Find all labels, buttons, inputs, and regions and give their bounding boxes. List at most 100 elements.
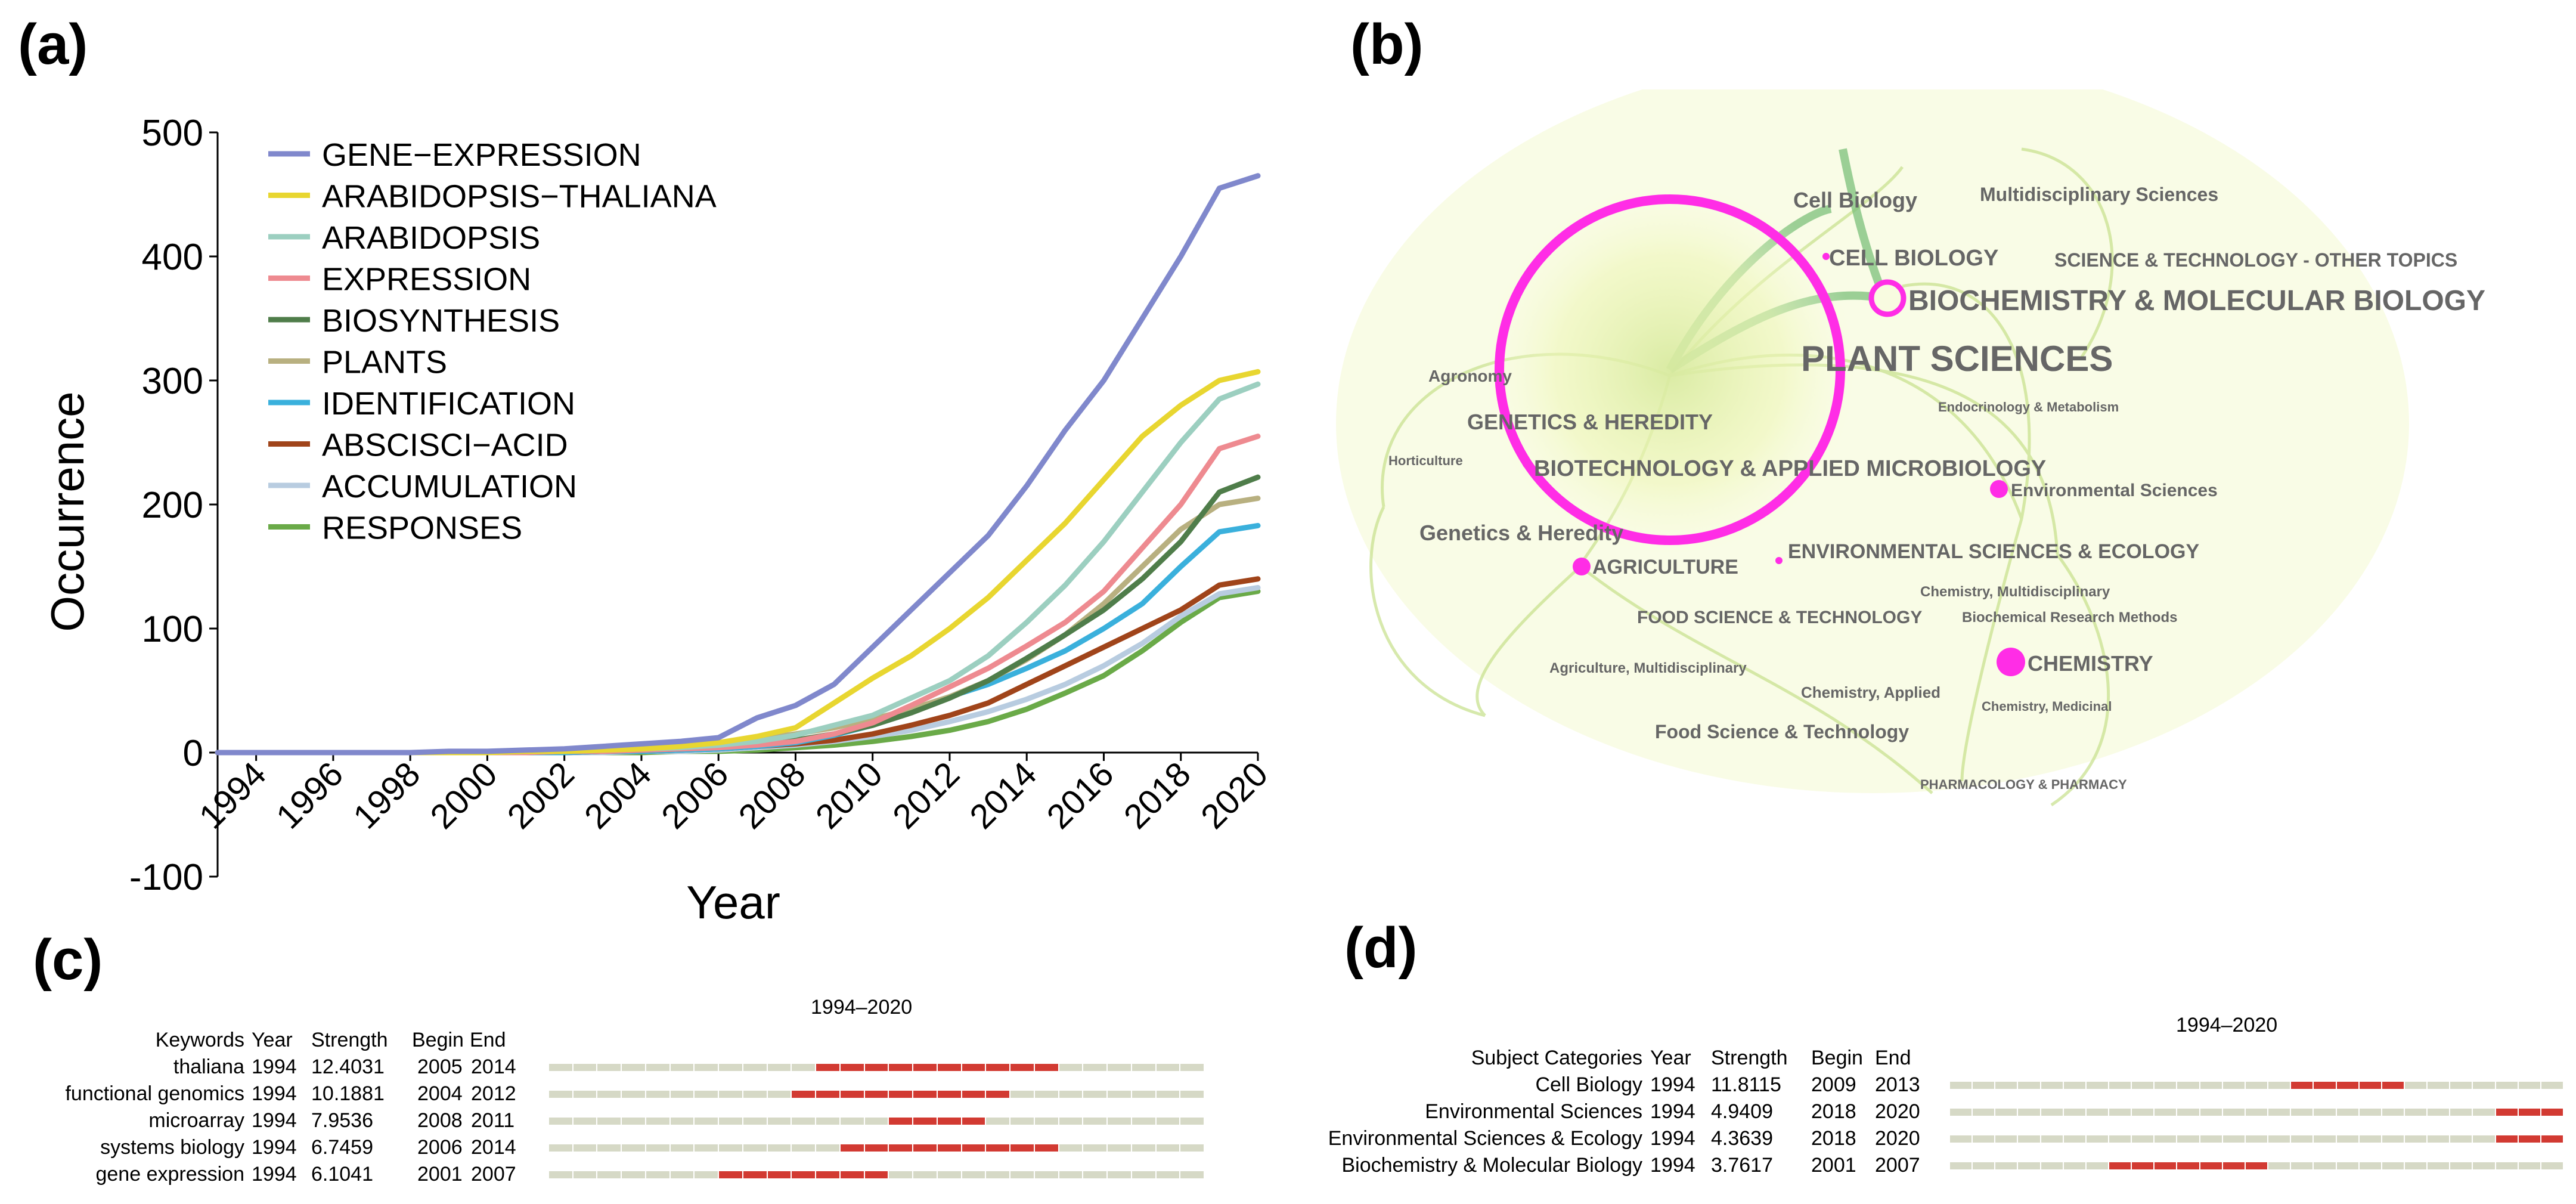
x-axis-label: Year — [686, 876, 780, 928]
timeline-segment — [1083, 1144, 1107, 1152]
timeline-segment — [2200, 1109, 2222, 1116]
timeline-segment — [1034, 1171, 1058, 1178]
chart-axes: -100 0 100 200 300 400 500 19941996199820002002… — [129, 113, 1275, 898]
burst-segment — [816, 1171, 839, 1178]
timeline-segment — [2200, 1082, 2222, 1089]
timeline-segment — [986, 1171, 1010, 1178]
subject-category-burst-table: 1994–2020 Subject Categories Year Streng… — [1234, 984, 2569, 1193]
x-tick-label: 2018 — [1117, 754, 1198, 836]
column-header: Strength — [311, 1029, 388, 1051]
cell-strength: 12.4031 — [311, 1056, 385, 1078]
timeline-segment — [792, 1118, 816, 1125]
cell-begin: 2008 — [417, 1109, 463, 1132]
timeline-segment — [670, 1118, 694, 1125]
timeline-segment — [1083, 1064, 1107, 1071]
burst-segment — [1010, 1064, 1034, 1071]
timeline-segment — [2404, 1135, 2427, 1143]
burst-timeline — [1949, 1135, 2563, 1143]
timeline-segment — [1156, 1091, 1180, 1098]
burst-segment — [719, 1171, 742, 1178]
timeline-segment — [2177, 1109, 2199, 1116]
timeline-segment — [670, 1171, 694, 1178]
timeline-segment — [2336, 1109, 2358, 1116]
burst-segment — [2132, 1162, 2154, 1169]
timeline-segment — [962, 1171, 985, 1178]
timeline-segment — [767, 1118, 791, 1125]
timeline-segment — [816, 1144, 839, 1152]
timeline-segment — [646, 1118, 669, 1125]
timeline-segment — [2450, 1082, 2472, 1089]
node-label: Agronomy — [1428, 367, 1512, 385]
timeline-segment — [2063, 1162, 2085, 1169]
timeline-segment — [597, 1091, 621, 1098]
timeline-segment — [549, 1144, 572, 1152]
timeline-segment — [2063, 1109, 2085, 1116]
timeline-segment — [840, 1118, 864, 1125]
burst-timeline — [1949, 1109, 2563, 1116]
timeline-segment — [2177, 1082, 2199, 1089]
timeline-segment — [1010, 1118, 1034, 1125]
period-label: 1994–2020 — [2176, 1014, 2278, 1036]
cell-strength: 6.1041 — [311, 1163, 373, 1186]
timeline-segment — [646, 1171, 669, 1178]
timeline-segment — [1973, 1082, 1995, 1089]
cell-strength: 4.3639 — [1711, 1127, 1773, 1150]
burst-timeline — [548, 1091, 1204, 1098]
burst-segment — [962, 1091, 985, 1098]
timeline-segment — [1108, 1171, 1131, 1178]
timeline-segment — [1950, 1135, 1972, 1143]
node-label: Biochemical Research Methods — [1962, 609, 2177, 626]
legend-label: ABSCISCI−ACID — [322, 428, 568, 463]
timeline-segment — [1059, 1091, 1083, 1098]
timeline-segment — [1010, 1171, 1034, 1178]
column-header: Begin — [412, 1029, 464, 1051]
timeline-segment — [1108, 1118, 1131, 1125]
y-tick-label: 400 — [142, 237, 203, 278]
timeline-segment — [2086, 1162, 2109, 1169]
cell-begin: 2004 — [417, 1082, 463, 1105]
timeline-segment — [2041, 1162, 2063, 1169]
timeline-segment — [2086, 1082, 2109, 1089]
timeline-segment — [1995, 1162, 2017, 1169]
burst-segment — [913, 1064, 937, 1071]
burst-segment — [2359, 1082, 2381, 1089]
series-line-identification — [215, 522, 1261, 756]
timeline-segment — [622, 1171, 645, 1178]
timeline-segment — [2155, 1082, 2177, 1089]
burst-segment — [2382, 1082, 2404, 1089]
y-tick-label: 500 — [142, 113, 203, 154]
plant-sciences-node — [1495, 194, 1845, 545]
burst-segment — [864, 1064, 888, 1071]
burst-segment — [2314, 1082, 2336, 1089]
timeline-segment — [2359, 1162, 2381, 1169]
burst-segment — [792, 1091, 816, 1098]
timeline-segment — [695, 1064, 718, 1071]
node-label: Genetics & Heredity — [1419, 521, 1623, 545]
node-label: Multidisciplinary Sciences — [1980, 184, 2218, 205]
timeline-segment — [1132, 1144, 1155, 1152]
agriculture-node — [1573, 558, 1591, 575]
timeline-segment — [2450, 1109, 2472, 1116]
node-label: Cell Biology — [1793, 188, 1917, 212]
keyword-burst-table: 1994–2020 Keywords Year Strength Begin E… — [0, 966, 1252, 1193]
timeline-segment — [597, 1118, 621, 1125]
timeline-segment — [1132, 1171, 1155, 1178]
cell-end: 2014 — [471, 1056, 516, 1078]
timeline-segment — [743, 1091, 767, 1098]
cell-strength: 4.9409 — [1711, 1100, 1773, 1123]
timeline-segment — [670, 1091, 694, 1098]
burst-segment — [937, 1064, 961, 1071]
chemistry-node — [1997, 648, 2025, 676]
timeline-segment — [646, 1091, 669, 1098]
cell-end: 2007 — [1875, 1154, 1920, 1177]
timeline-segment — [2473, 1109, 2495, 1116]
burst-segment — [937, 1091, 961, 1098]
cell-name: systems biology — [100, 1136, 244, 1159]
node-label: Chemistry, Medicinal — [1982, 699, 2112, 714]
timeline-segment — [1132, 1118, 1155, 1125]
timeline-segment — [670, 1144, 694, 1152]
node-label: ENVIRONMENTAL SCIENCES & ECOLOGY — [1788, 540, 2199, 563]
timeline-segment — [2404, 1082, 2427, 1089]
cell-begin: 2018 — [1811, 1100, 1856, 1123]
timeline-segment — [1108, 1064, 1131, 1071]
